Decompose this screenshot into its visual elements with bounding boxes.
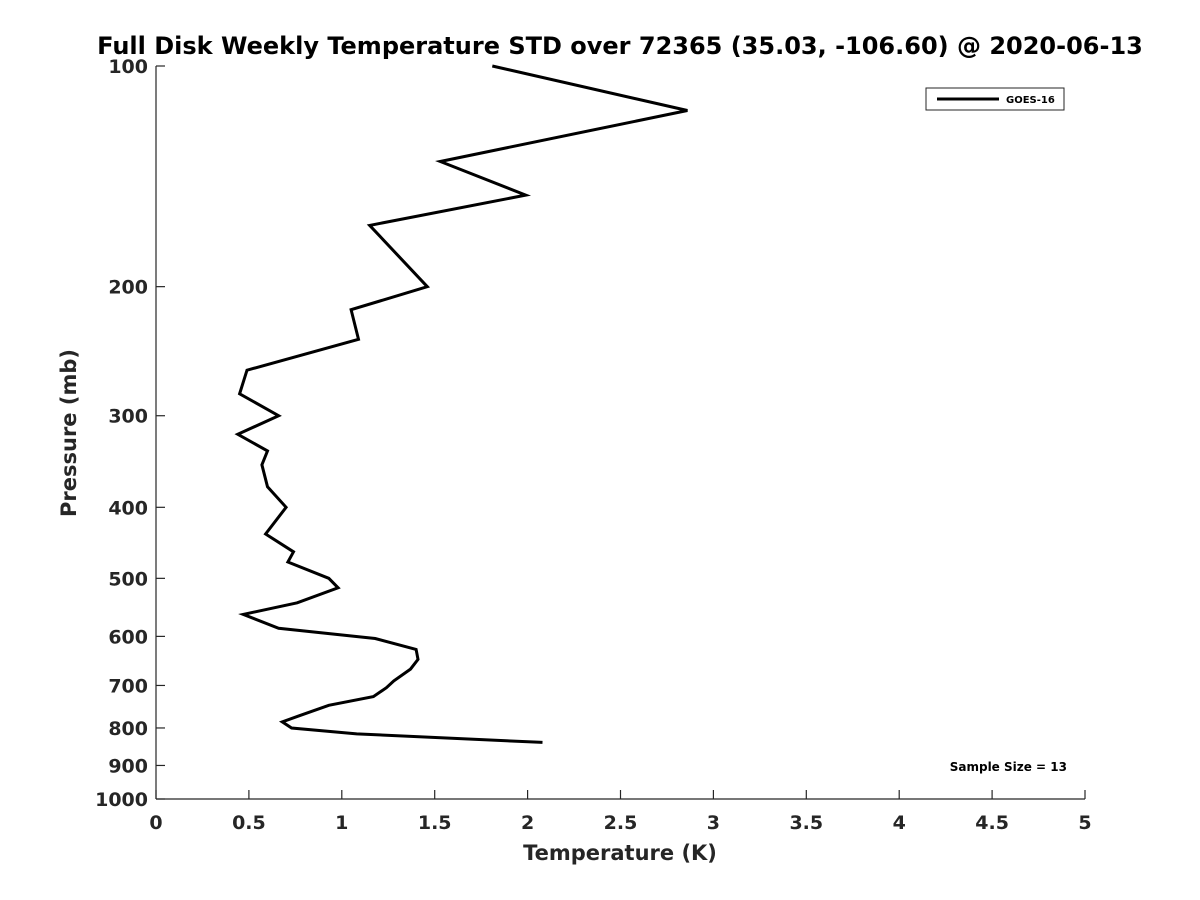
y-tick-label: 400 [108, 497, 148, 519]
x-axis-label: Temperature (K) [523, 841, 717, 865]
x-axis-ticks: 0 0.5 1 1.5 2 2.5 3 3.5 4 4.5 5 [149, 790, 1092, 834]
y-tick-label: 900 [108, 755, 148, 777]
x-tick-label: 0.5 [232, 812, 266, 834]
y-tick-label: 700 [108, 675, 148, 697]
y-tick-label: 100 [108, 56, 148, 78]
y-tick-label: 1000 [95, 789, 148, 811]
sample-size-annotation: Sample Size = 13 [950, 760, 1067, 774]
y-tick-label: 600 [108, 626, 148, 648]
legend-entry-goes-16: GOES-16 [1006, 95, 1055, 106]
x-tick-label: 1.5 [418, 812, 452, 834]
x-tick-label: 4.5 [975, 812, 1009, 834]
chart-legend: GOES-16 [925, 87, 1065, 111]
x-tick-label: 3 [707, 812, 720, 834]
x-tick-label: 2 [521, 812, 534, 834]
x-tick-label: 1 [335, 812, 348, 834]
series-layer [234, 64, 688, 744]
x-tick-label: 2.5 [604, 812, 638, 834]
x-tick-label: 0 [149, 812, 162, 834]
x-tick-label: 5 [1078, 812, 1091, 834]
series-line-goes-16 [234, 64, 688, 744]
y-tick-label: 200 [108, 277, 148, 299]
x-tick-label: 3.5 [789, 812, 823, 834]
y-tick-label: 800 [108, 718, 148, 740]
y-tick-label: 300 [108, 406, 148, 428]
y-axis-ticks: 100 200 300 400 500 600 700 800 900 1000 [95, 56, 165, 811]
y-tick-label: 500 [108, 568, 148, 590]
chart-title: Full Disk Weekly Temperature STD over 72… [97, 32, 1143, 60]
x-tick-label: 4 [893, 812, 906, 834]
y-axis-label: Pressure (mb) [57, 349, 81, 517]
